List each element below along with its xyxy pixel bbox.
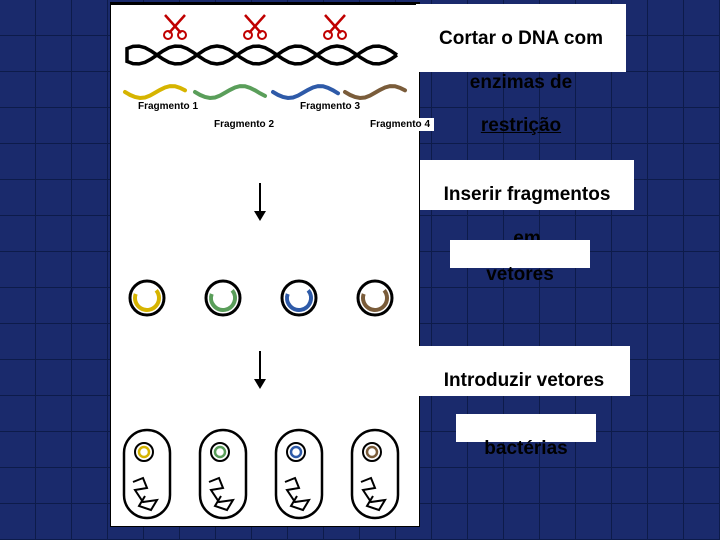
step-label-insert: Inserir fragmentos em <box>420 160 634 210</box>
diagram-panel <box>110 2 420 527</box>
step-label-cut: Cortar o DNA com enzimas de restrição <box>416 4 626 72</box>
fragment-label-4: Fragmento 4 <box>366 118 434 131</box>
step-label-introduce-l1: Introduzir vetores <box>444 370 604 391</box>
step-label-cut-l2: enzimas de <box>470 72 572 93</box>
step-label-insert-l1: Inserir fragmentos <box>444 184 611 205</box>
step-label-cut-l3: restrição <box>481 115 561 136</box>
fragment-label-1: Fragmento 1 <box>134 100 202 113</box>
step-label-cut-l1: Cortar o DNA com <box>439 28 603 49</box>
fragment-label-3: Fragmento 3 <box>296 100 364 113</box>
arrow-down-2 <box>253 351 267 389</box>
step-label-bacteria: bactérias <box>456 414 596 442</box>
step-label-vectors-l1: vetores <box>486 264 554 285</box>
step-label-bacteria-l1: bactérias <box>484 438 567 459</box>
fragment-label-2: Fragmento 2 <box>210 118 278 131</box>
plasmid-vectors <box>111 273 421 323</box>
step-label-vectors: vetores <box>450 240 590 268</box>
bacteria-cells <box>111 419 421 529</box>
arrow-down-1 <box>253 183 267 221</box>
step-label-introduce: Introduzir vetores em <box>418 346 630 396</box>
dna-double-helix <box>117 13 417 73</box>
